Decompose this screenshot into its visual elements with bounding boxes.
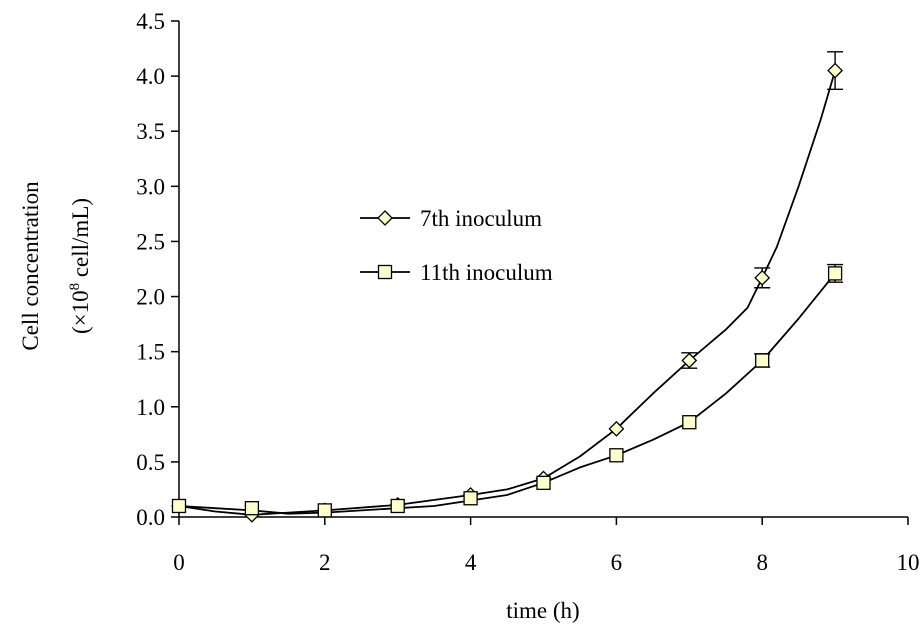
series-11th-marker bbox=[536, 475, 551, 490]
series-11th-line bbox=[178, 272, 836, 515]
x-tick-label: 4 bbox=[465, 550, 477, 575]
series-11th-marker bbox=[755, 353, 770, 368]
y-tick-label: 2.5 bbox=[136, 229, 165, 254]
y-tick-label: 0.0 bbox=[136, 505, 165, 530]
y-tick-label: 4.5 bbox=[136, 9, 165, 34]
y-axis-title-exponent: 8 bbox=[67, 283, 83, 291]
axes bbox=[178, 21, 908, 518]
y-tick-label: 1.5 bbox=[136, 340, 165, 365]
legend-label-series-7th: 7th inoculum bbox=[420, 206, 542, 231]
x-tick-label: 6 bbox=[611, 550, 623, 575]
tick-labels: 0 2 4 6 8 10 0.0 0.5 1.0 1.5 2.0 2.5 3.0 3.5 4.0 4.5 bbox=[136, 9, 919, 575]
series-7th-marker bbox=[827, 62, 844, 79]
series-11th-marker bbox=[171, 498, 187, 514]
series-11th-marker bbox=[609, 448, 624, 463]
x-tick-label: 2 bbox=[319, 550, 331, 575]
y-tick-label: 1.0 bbox=[136, 395, 165, 420]
series-11th-marker bbox=[827, 266, 843, 281]
y-tick-label: 2.0 bbox=[136, 285, 165, 310]
legend-marker-series-11th bbox=[377, 264, 393, 280]
series-11th-marker bbox=[390, 498, 405, 514]
y-axis-title-line2: (×108 cell/mL) bbox=[67, 198, 93, 334]
legend: 7th inoculum 11th inoculum bbox=[360, 206, 553, 285]
error-bars bbox=[681, 51, 844, 369]
series-lines bbox=[178, 70, 836, 516]
x-axis-title: time (h) bbox=[506, 598, 579, 623]
y-axis-title-prefix: (×10 bbox=[68, 290, 93, 334]
y-tick-label: 3.5 bbox=[136, 119, 165, 144]
y-axis-title-suffix: cell/mL) bbox=[68, 198, 93, 283]
y-tick-label: 4.0 bbox=[136, 64, 165, 89]
legend-marker-series-7th bbox=[377, 210, 393, 226]
series-7th-marker bbox=[608, 420, 625, 437]
y-tick-label: 0.5 bbox=[136, 450, 165, 475]
series-markers bbox=[171, 62, 844, 523]
series-11th-marker bbox=[244, 501, 260, 516]
y-tick-label: 3.0 bbox=[136, 174, 165, 199]
x-tick-label: 8 bbox=[756, 550, 768, 575]
legend-label-series-11th: 11th inoculum bbox=[420, 260, 553, 285]
series-11th-marker bbox=[463, 491, 478, 506]
tick-marks bbox=[171, 20, 909, 525]
x-tick-label: 10 bbox=[897, 550, 920, 575]
series-11th-marker bbox=[682, 415, 697, 430]
series-7th-marker bbox=[754, 269, 771, 286]
series-11th-marker bbox=[317, 503, 332, 518]
x-tick-label: 0 bbox=[173, 550, 185, 575]
series-7th-marker bbox=[681, 352, 698, 369]
series-7th-line bbox=[178, 70, 836, 516]
y-axis-title-line1: Cell concentration bbox=[18, 181, 43, 351]
